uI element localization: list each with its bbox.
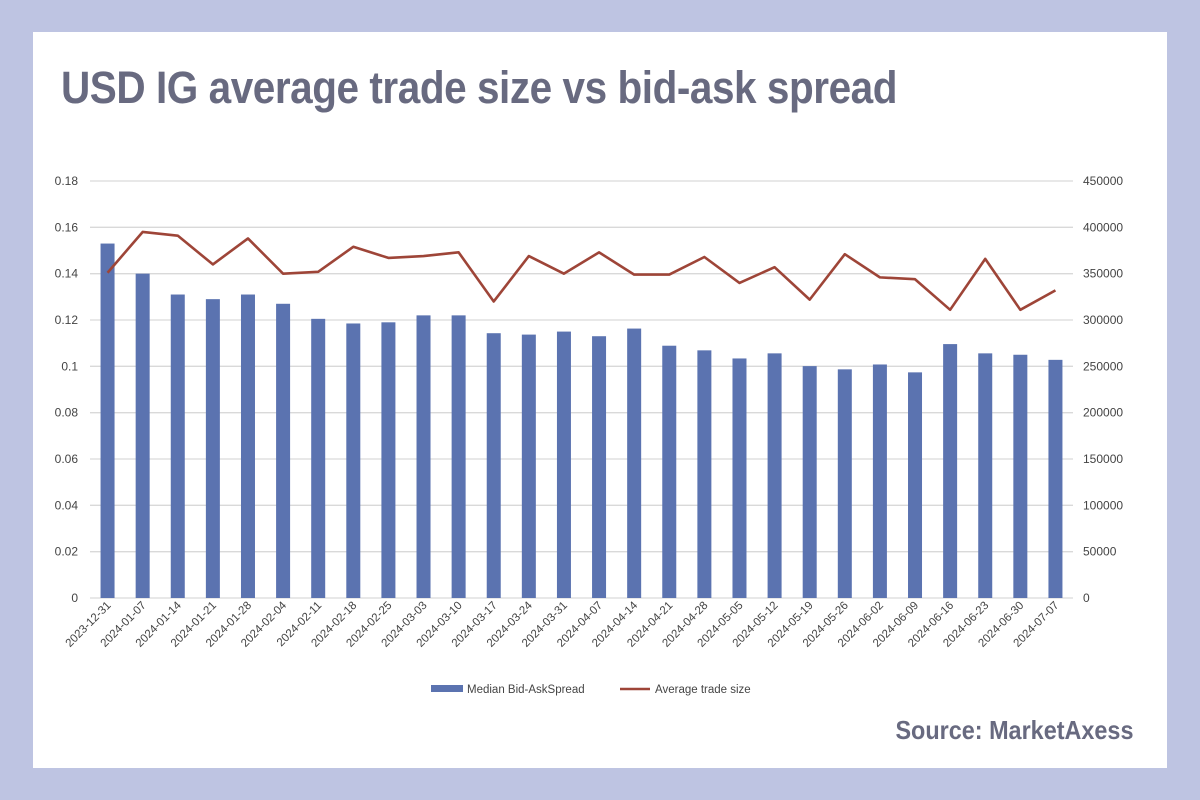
right-tick-label: 250000 xyxy=(1083,359,1123,373)
bar xyxy=(205,299,220,598)
bar xyxy=(240,294,255,598)
legend-label-line: Average trade size xyxy=(655,684,751,696)
bar xyxy=(837,369,852,598)
right-tick-label: 200000 xyxy=(1083,406,1123,420)
left-tick-label: 0.06 xyxy=(55,452,79,466)
left-tick-label: 0.12 xyxy=(55,313,79,327)
left-tick-label: 0.04 xyxy=(55,498,79,512)
bar xyxy=(556,331,571,598)
bar xyxy=(872,364,887,598)
bar xyxy=(486,333,501,598)
left-tick-label: 0 xyxy=(71,591,78,605)
bar xyxy=(662,345,677,598)
bar xyxy=(1013,354,1028,598)
left-tick-label: 0.18 xyxy=(55,174,79,188)
bar xyxy=(416,315,431,598)
bar xyxy=(592,336,607,598)
bar xyxy=(978,353,993,598)
bar xyxy=(346,323,361,598)
bar xyxy=(1048,359,1063,598)
bar xyxy=(170,294,185,598)
bar xyxy=(311,318,326,598)
bar xyxy=(521,334,536,598)
bar xyxy=(381,322,396,598)
bar xyxy=(908,372,923,598)
bar xyxy=(767,353,782,598)
bar xyxy=(732,358,747,598)
bar xyxy=(627,328,642,598)
bar xyxy=(451,315,466,598)
bar xyxy=(135,273,150,598)
legend-swatch-bar xyxy=(431,685,463,692)
bar xyxy=(276,303,291,598)
bar xyxy=(697,350,712,598)
chart-card: USD IG average trade size vs bid-ask spr… xyxy=(33,32,1167,768)
right-tick-label: 100000 xyxy=(1083,498,1123,512)
right-tick-label: 400000 xyxy=(1083,220,1123,234)
right-tick-label: 300000 xyxy=(1083,313,1123,327)
right-tick-label: 0 xyxy=(1083,591,1090,605)
left-tick-label: 0.14 xyxy=(55,267,79,281)
left-tick-label: 0.08 xyxy=(55,406,79,420)
left-tick-label: 0.1 xyxy=(61,359,78,373)
right-tick-label: 150000 xyxy=(1083,452,1123,466)
bar xyxy=(100,243,115,599)
bar xyxy=(802,366,817,598)
trade-size-line xyxy=(106,230,1057,312)
left-tick-label: 0.02 xyxy=(55,545,79,559)
source-note: Source: MarketAxess xyxy=(894,715,1133,745)
right-tick-label: 350000 xyxy=(1083,267,1123,281)
right-tick-label: 450000 xyxy=(1083,174,1123,188)
left-tick-label: 0.16 xyxy=(55,220,79,234)
legend-label-bar: Median Bid-AskSpread xyxy=(467,684,585,696)
chart-title: USD IG average trade size vs bid-ask spr… xyxy=(61,62,898,113)
bar xyxy=(943,344,958,598)
right-tick-label: 50000 xyxy=(1083,545,1117,559)
